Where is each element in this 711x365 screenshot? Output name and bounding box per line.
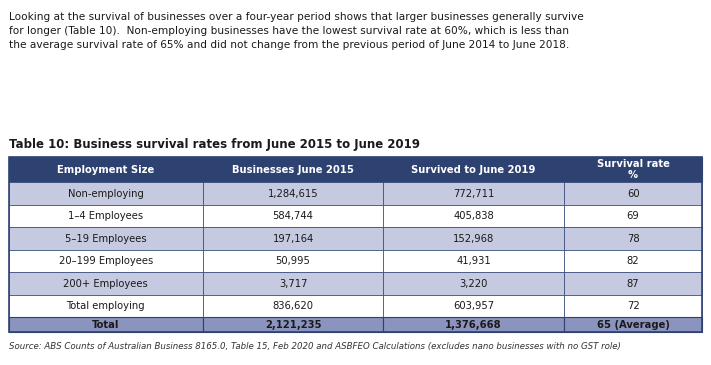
Text: 69: 69 xyxy=(626,211,639,221)
Bar xyxy=(564,317,702,332)
Bar xyxy=(203,205,383,227)
Text: 197,164: 197,164 xyxy=(272,234,314,243)
Text: 1,284,615: 1,284,615 xyxy=(268,189,319,199)
Bar xyxy=(9,250,203,272)
Text: 1,376,668: 1,376,668 xyxy=(445,320,502,330)
Text: Table 10: Business survival rates from June 2015 to June 2019: Table 10: Business survival rates from J… xyxy=(9,138,419,151)
Bar xyxy=(203,157,383,182)
Text: 50,995: 50,995 xyxy=(276,256,311,266)
Text: 3,717: 3,717 xyxy=(279,278,307,288)
Text: Source: ABS Counts of Australian Business 8165.0, Table 15, Feb 2020 and ASBFEO : Source: ABS Counts of Australian Busines… xyxy=(9,342,621,351)
Bar xyxy=(564,295,702,317)
Bar xyxy=(383,295,564,317)
Bar xyxy=(383,182,564,205)
Bar xyxy=(9,317,203,332)
Bar xyxy=(9,227,203,250)
Text: 1–4 Employees: 1–4 Employees xyxy=(68,211,143,221)
Text: Employment Size: Employment Size xyxy=(57,165,154,174)
Bar xyxy=(203,272,383,295)
Text: Total employing: Total employing xyxy=(66,301,145,311)
Text: 405,838: 405,838 xyxy=(453,211,494,221)
Text: 87: 87 xyxy=(627,278,639,288)
Text: 152,968: 152,968 xyxy=(453,234,494,243)
Text: Non-employing: Non-employing xyxy=(68,189,144,199)
Text: Total: Total xyxy=(92,320,119,330)
Text: 2,121,235: 2,121,235 xyxy=(264,320,321,330)
Text: 78: 78 xyxy=(627,234,639,243)
Text: 584,744: 584,744 xyxy=(272,211,314,221)
Bar xyxy=(9,182,203,205)
Text: 5–19 Employees: 5–19 Employees xyxy=(65,234,146,243)
Bar xyxy=(564,272,702,295)
Text: 772,711: 772,711 xyxy=(453,189,494,199)
Text: Businesses June 2015: Businesses June 2015 xyxy=(232,165,354,174)
Bar xyxy=(383,157,564,182)
Bar xyxy=(9,205,203,227)
Bar xyxy=(564,182,702,205)
Bar xyxy=(9,295,203,317)
Text: Survived to June 2019: Survived to June 2019 xyxy=(411,165,535,174)
Text: Survival rate
%: Survival rate % xyxy=(597,159,670,180)
Bar xyxy=(383,205,564,227)
Text: 603,957: 603,957 xyxy=(453,301,494,311)
Bar xyxy=(203,317,383,332)
Text: 836,620: 836,620 xyxy=(272,301,314,311)
Text: 41,931: 41,931 xyxy=(456,256,491,266)
Bar xyxy=(564,227,702,250)
Text: 72: 72 xyxy=(626,301,639,311)
Text: 82: 82 xyxy=(627,256,639,266)
Text: 65 (Average): 65 (Average) xyxy=(597,320,670,330)
Text: 3,220: 3,220 xyxy=(459,278,488,288)
Bar xyxy=(383,227,564,250)
Bar xyxy=(383,250,564,272)
Bar xyxy=(203,295,383,317)
Text: Looking at the survival of businesses over a four-year period shows that larger : Looking at the survival of businesses ov… xyxy=(9,12,583,50)
Bar xyxy=(9,272,203,295)
Bar xyxy=(383,317,564,332)
Bar xyxy=(564,250,702,272)
Bar xyxy=(9,157,702,332)
Bar xyxy=(203,250,383,272)
Text: 20–199 Employees: 20–199 Employees xyxy=(58,256,153,266)
Bar xyxy=(9,157,203,182)
Bar xyxy=(203,227,383,250)
Bar xyxy=(203,182,383,205)
Bar xyxy=(564,205,702,227)
Bar xyxy=(564,157,702,182)
Text: 60: 60 xyxy=(627,189,639,199)
Bar xyxy=(383,272,564,295)
Text: 200+ Employees: 200+ Employees xyxy=(63,278,148,288)
